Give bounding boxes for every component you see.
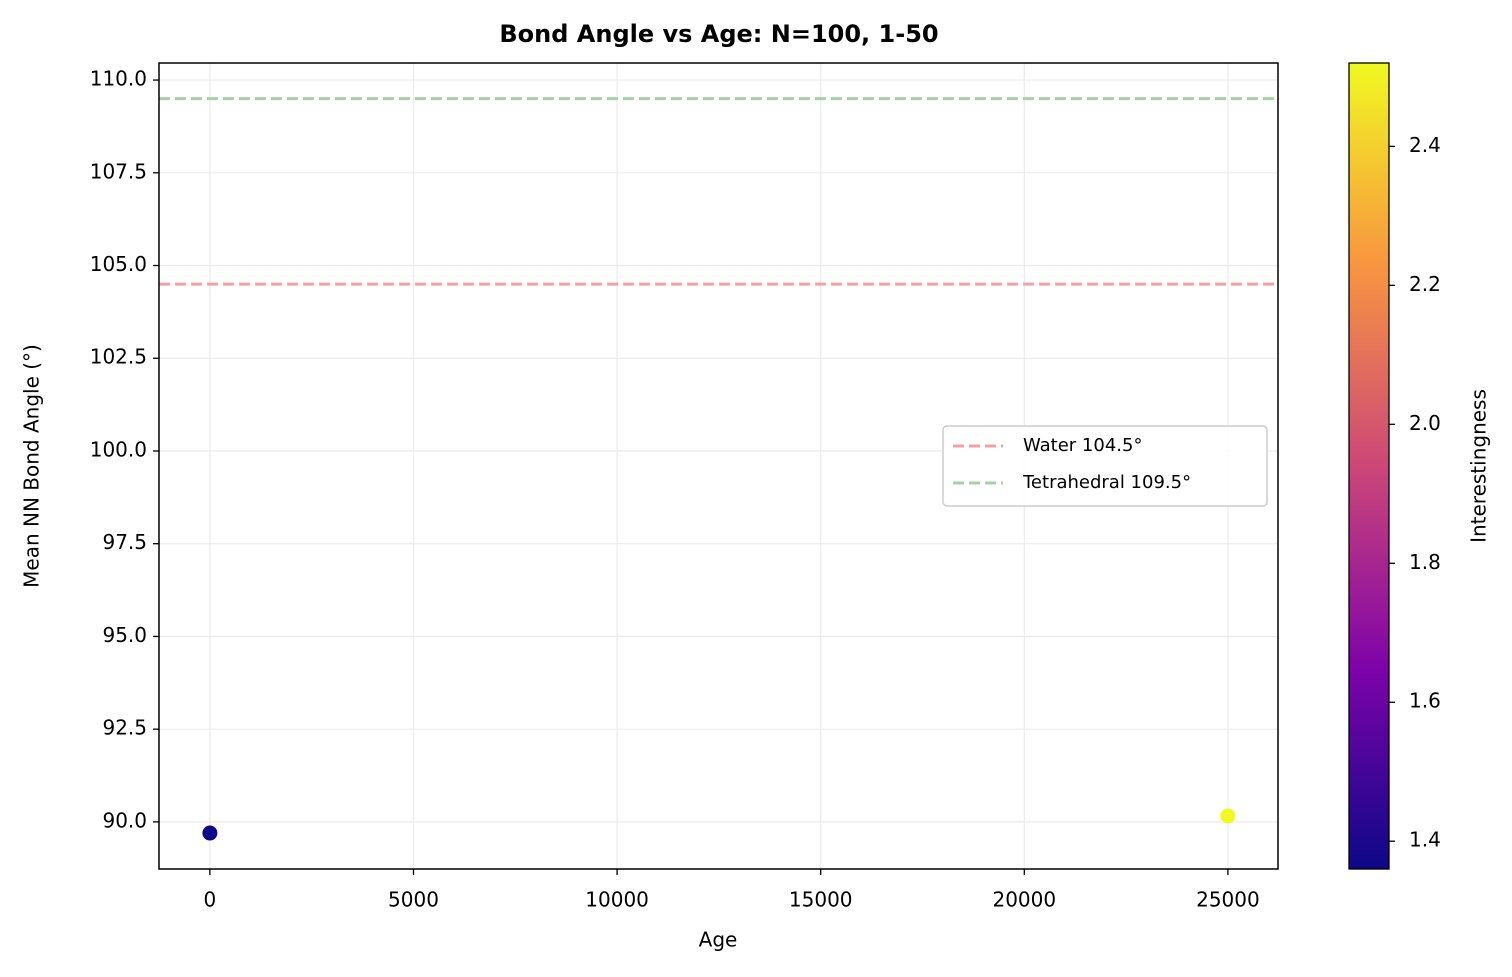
legend-label: Water 104.5° [1023, 435, 1142, 456]
y-tick-label: 100.0 [90, 437, 147, 461]
legend-box [942, 425, 1268, 507]
x-axis-label: Age [699, 928, 738, 952]
legend-label: Tetrahedral 109.5° [1022, 472, 1191, 493]
chart-title: Bond Angle vs Age: N=100, 1-50 [499, 20, 938, 48]
y-tick-label: 92.5 [102, 716, 147, 740]
colorbar-label: Interestingness [1467, 389, 1491, 543]
colorbar [1348, 62, 1390, 870]
y-tick-label: 105.0 [90, 252, 147, 276]
y-tick-label: 107.5 [90, 159, 147, 183]
legend: Water 104.5° Tetrahedral 109.5° [942, 425, 1268, 507]
scatter-point [202, 825, 218, 841]
colorbar-tick-label: 1.4 [1409, 828, 1441, 852]
scatter-point [1220, 808, 1236, 824]
colorbar-tick-label: 2.0 [1409, 411, 1441, 435]
x-tick-label: 10000 [585, 888, 649, 912]
y-tick-label: 95.0 [102, 623, 147, 647]
colorbar-tick-label: 1.6 [1409, 689, 1441, 713]
x-tick-label: 5000 [388, 888, 439, 912]
plot-frame [158, 62, 1279, 870]
x-tick-label: 0 [204, 888, 217, 912]
y-tick-label: 102.5 [90, 345, 147, 369]
colorbar-tick-label: 2.2 [1409, 272, 1441, 296]
colorbar-tick-label: 2.4 [1409, 133, 1441, 157]
x-tick-label: 25000 [1196, 888, 1260, 912]
y-tick-label: 90.0 [102, 808, 147, 832]
y-tick-label: 97.5 [102, 530, 147, 554]
x-tick-label: 15000 [789, 888, 853, 912]
colorbar-tick-label: 1.8 [1409, 550, 1441, 574]
y-axis-label: Mean NN Bond Angle (°) [20, 344, 44, 588]
y-tick-label: 110.0 [90, 67, 147, 91]
x-tick-label: 20000 [992, 888, 1056, 912]
